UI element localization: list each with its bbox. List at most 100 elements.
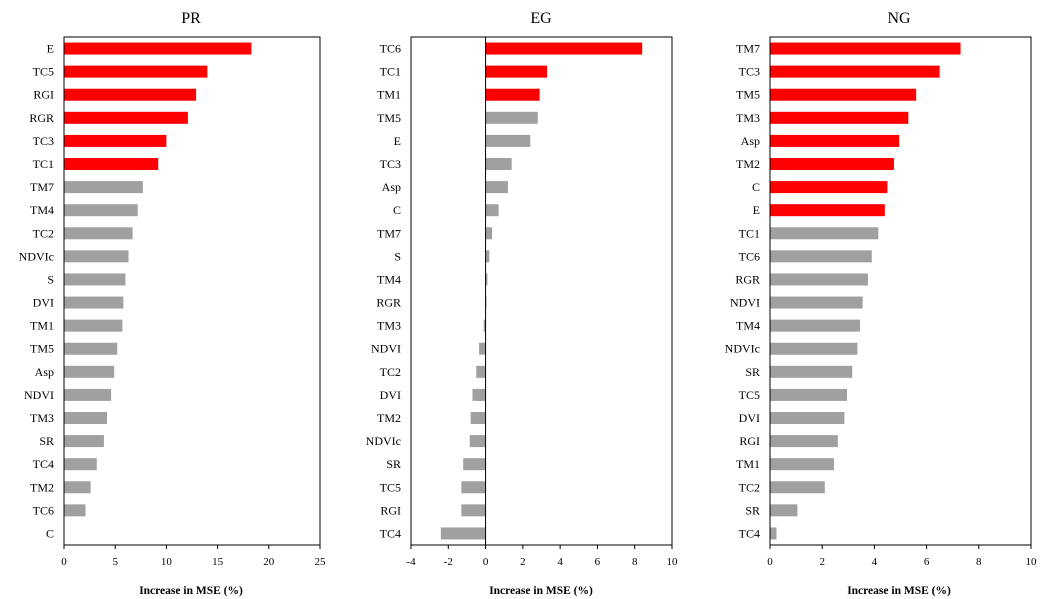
category-label: TM7: [736, 42, 760, 56]
bar-TC3: [770, 65, 940, 78]
x-axis-label: Increase in MSE (%): [847, 585, 951, 597]
bar-S: [64, 273, 126, 286]
bar-TM3: [64, 412, 108, 425]
category-label: TC4: [380, 526, 401, 540]
x-tick-label: 0: [767, 556, 773, 568]
category-label: C: [393, 203, 401, 217]
category-label: TC2: [380, 365, 401, 379]
x-tick-label: 5: [112, 556, 118, 568]
category-label: Asp: [35, 365, 54, 379]
x-tick-label: 20: [263, 556, 275, 568]
category-label: DVI: [380, 388, 401, 402]
x-tick-label: 0: [483, 556, 489, 568]
category-label: E: [47, 42, 54, 56]
bar-TC2: [476, 365, 486, 378]
bar-RGR: [770, 273, 868, 286]
bar-C: [485, 204, 499, 217]
bar-NDVI: [64, 388, 112, 401]
category-label: S: [47, 272, 54, 286]
category-label: TM3: [377, 319, 401, 333]
category-label: TM1: [30, 319, 54, 333]
category-label: NDVIc: [19, 249, 54, 263]
bar-S: [485, 250, 490, 263]
bar-TC6: [485, 42, 643, 55]
x-axis-label: Increase in MSE (%): [139, 585, 243, 597]
bar-TM5: [64, 342, 118, 355]
category-label: TM5: [30, 342, 54, 356]
category-label: TC5: [33, 65, 54, 79]
bar-TM3: [770, 111, 909, 124]
bar-TM2: [64, 481, 91, 494]
category-label: C: [46, 526, 54, 540]
bar-SR: [770, 504, 798, 517]
bar-TC1: [485, 65, 548, 78]
x-tick-label: 4: [872, 556, 878, 568]
bar-E: [770, 204, 885, 217]
bar-SR: [770, 365, 853, 378]
x-tick-label: 10: [161, 556, 173, 568]
category-label: TM5: [736, 88, 760, 102]
bar-TC1: [770, 227, 879, 240]
category-label: RGR: [735, 272, 760, 286]
category-label: TM5: [377, 111, 401, 125]
bar-TC4: [770, 527, 777, 540]
bar-TM1: [485, 88, 540, 101]
category-label: NDVI: [24, 388, 54, 402]
category-label: TC6: [380, 42, 401, 56]
category-label: TM1: [377, 88, 401, 102]
category-label: TM2: [377, 411, 401, 425]
x-axis-label: Increase in MSE (%): [489, 585, 593, 597]
category-label: DVI: [739, 411, 760, 425]
bar-TC6: [770, 250, 872, 263]
bar-TC5: [64, 65, 208, 78]
bar-TC5: [770, 388, 847, 401]
bar-E: [485, 134, 531, 147]
category-label: TM2: [736, 157, 760, 171]
category-label: RGI: [380, 503, 401, 517]
bar-TM7: [770, 42, 961, 55]
x-tick-label: 2: [819, 556, 825, 568]
category-label: NDVI: [371, 342, 401, 356]
category-label: S: [394, 249, 401, 263]
panel-ng: NG Increase in MSE (%) TM7 TC3 TM5 TM3 Asp TM…: [725, 10, 1037, 597]
category-label: TC3: [33, 134, 54, 148]
panel-pr: PR Increase in MSE (%) E TC5 RGI RGR TC3 TC1 T…: [19, 10, 326, 597]
bar-TC5: [461, 481, 486, 494]
category-label: TC3: [739, 65, 760, 79]
category-label: TM4: [736, 319, 760, 333]
x-tick-label: 6: [924, 556, 930, 568]
category-label: SR: [386, 457, 401, 471]
plot-frame: [63, 36, 321, 546]
x-tick-label: 25: [315, 556, 327, 568]
bar-C: [770, 181, 888, 194]
x-tick-label: -2: [444, 556, 453, 568]
bar-Asp: [770, 134, 900, 147]
category-label: NDVI: [730, 296, 760, 310]
x-tick-label: 8: [632, 556, 638, 568]
plot-frame: [769, 36, 1032, 546]
bar-TM7: [64, 181, 143, 194]
category-label: TC2: [739, 480, 760, 494]
category-label: E: [753, 203, 760, 217]
bar-TC4: [64, 458, 97, 471]
bar-NDVI: [479, 342, 486, 355]
bar-TM5: [485, 111, 538, 124]
bar-TC2: [64, 227, 133, 240]
category-label: SR: [745, 365, 760, 379]
category-label: Asp: [382, 180, 401, 194]
bar-TM2: [470, 412, 486, 425]
category-label: TC1: [33, 157, 54, 171]
bar-NDVIc: [64, 250, 129, 263]
x-tick-label: 2: [520, 556, 526, 568]
bar-TC6: [64, 504, 86, 517]
bar-NDVI: [770, 296, 863, 309]
category-label: TC5: [739, 388, 760, 402]
category-label: SR: [39, 434, 54, 448]
bar-Asp: [64, 365, 115, 378]
category-label: NDVIc: [366, 434, 401, 448]
x-tick-label: 4: [557, 556, 563, 568]
bar-RGI: [64, 88, 197, 101]
category-label: TM3: [736, 111, 760, 125]
category-label: TC3: [380, 157, 401, 171]
panel-eg: EG Increase in MSE (%) TC6 TC1 TM1 TM5 E TC3 A…: [366, 10, 678, 597]
